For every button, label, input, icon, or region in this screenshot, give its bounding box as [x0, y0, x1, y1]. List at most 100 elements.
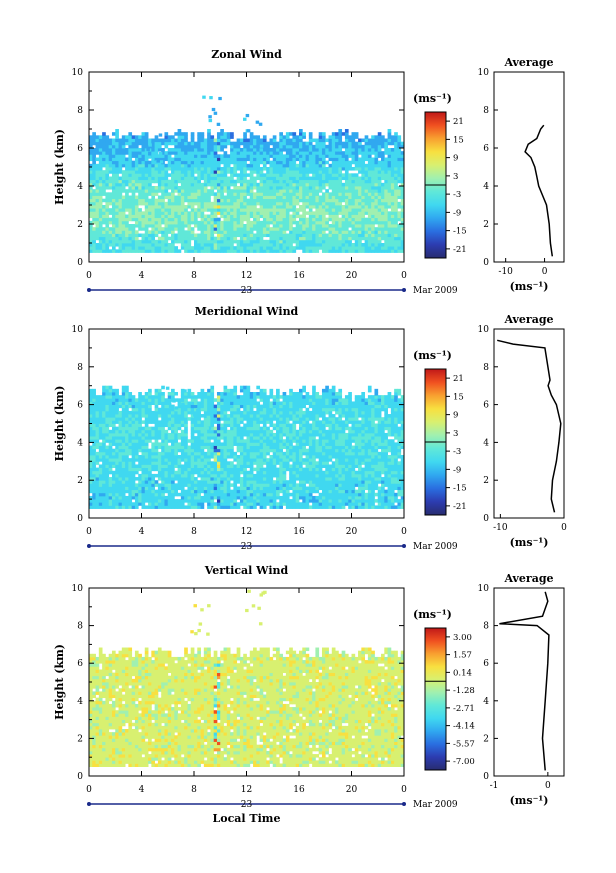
- x-tick-label: 0: [401, 271, 407, 281]
- x-tick-label: 4: [139, 785, 145, 795]
- colorbar-tick-label: 21: [453, 374, 464, 384]
- avg-x-axis-label: (ms⁻¹): [510, 536, 549, 549]
- avg-y-tick-label: 0: [483, 514, 489, 524]
- x-tick-label: 0: [401, 527, 407, 537]
- date-label: Mar 2009: [413, 542, 458, 552]
- avg-y-tick-label: 2: [483, 734, 489, 744]
- y-tick-label: 8: [77, 106, 83, 116]
- x-tick-label: 20: [346, 785, 358, 795]
- avg-y-tick-label: 0: [483, 258, 489, 268]
- avg-y-tick-label: 4: [483, 438, 489, 448]
- x-axis-label: Local Time: [213, 812, 281, 825]
- y-tick-label: 2: [77, 734, 83, 744]
- panel-title: Zonal Wind: [211, 48, 282, 61]
- avg-y-tick-label: 10: [478, 584, 490, 594]
- x-tick-label: 16: [293, 527, 305, 537]
- avg-y-tick-label: 2: [483, 476, 489, 486]
- avg-y-tick-label: 6: [483, 144, 489, 154]
- y-tick-label: 6: [77, 401, 83, 411]
- day-label: 23: [241, 800, 253, 810]
- colorbar-tick-label: 15: [453, 392, 464, 402]
- colorbar-unit: (ms⁻¹): [413, 349, 452, 362]
- date-axis-end: [87, 544, 91, 548]
- avg-x-tick-label: -10: [493, 523, 508, 533]
- y-tick-label: 2: [77, 220, 83, 230]
- heatmap-field: [89, 589, 405, 767]
- x-tick-label: 12: [241, 785, 252, 795]
- date-axis-end: [87, 802, 91, 806]
- avg-y-tick-label: 4: [483, 182, 489, 192]
- x-tick-label: 4: [139, 527, 145, 537]
- avg-x-tick-label: -1: [490, 781, 499, 791]
- average-frame: [493, 71, 565, 263]
- y-tick-label: 8: [77, 622, 83, 632]
- heatmap-field: [89, 385, 405, 509]
- avg-y-tick-label: 0: [483, 772, 489, 782]
- y-tick-label: 6: [77, 659, 83, 669]
- avg-y-tick-label: 8: [483, 622, 489, 632]
- avg-x-axis-label: (ms⁻¹): [510, 794, 549, 807]
- colorbar-tick-label: -9: [453, 465, 461, 475]
- colorbar-tick-label: -7.00: [453, 757, 475, 767]
- y-tick-label: 4: [77, 697, 83, 707]
- x-tick-label: 4: [139, 271, 145, 281]
- colorbar-tick-label: 0.14: [453, 668, 472, 678]
- colorbar-tick-label: -15: [453, 484, 467, 494]
- x-tick-label: 0: [86, 785, 92, 795]
- colorbar-tick-label: 3: [453, 429, 458, 439]
- average-title: Average: [503, 572, 553, 585]
- colorbar-tick-label: 21: [453, 117, 464, 127]
- colorbar: [424, 627, 447, 771]
- y-tick-label: 0: [77, 514, 83, 524]
- avg-y-tick-label: 2: [483, 220, 489, 230]
- date-label: Mar 2009: [413, 286, 458, 296]
- colorbar-tick-label: -4.14: [453, 722, 475, 732]
- average-frame: [493, 587, 565, 777]
- x-tick-label: 20: [346, 271, 358, 281]
- x-tick-label: 0: [86, 527, 92, 537]
- y-axis-label: Height (km): [53, 129, 66, 205]
- average-title: Average: [503, 56, 553, 69]
- x-tick-label: 20: [346, 527, 358, 537]
- x-tick-label: 16: [293, 785, 305, 795]
- x-tick-label: 16: [293, 271, 305, 281]
- panel-2: Meridional Wind 0 2 4 6 8 10 Height (km) 0 4 8 12 16…: [53, 305, 567, 552]
- colorbar-tick-label: -3: [453, 190, 461, 200]
- avg-y-tick-label: 6: [483, 659, 489, 669]
- date-axis-end: [402, 288, 406, 292]
- colorbar-tick-label: -1.28: [453, 686, 475, 696]
- average-profile-line: [497, 339, 562, 513]
- y-axis-label: Height (km): [53, 386, 66, 462]
- x-tick-label: 8: [191, 785, 197, 795]
- x-tick-label: 12: [241, 271, 252, 281]
- day-label: 23: [241, 542, 253, 552]
- date-axis-end: [87, 288, 91, 292]
- avg-y-tick-label: 4: [483, 697, 489, 707]
- colorbar-tick-label: -9: [453, 208, 461, 218]
- x-tick-label: 0: [86, 271, 92, 281]
- x-tick-label: 0: [401, 785, 407, 795]
- y-tick-label: 4: [77, 438, 83, 448]
- avg-y-tick-label: 8: [483, 363, 489, 373]
- panel-title: Meridional Wind: [195, 305, 299, 318]
- x-tick-label: 8: [191, 271, 197, 281]
- heatmap-field: [89, 95, 405, 253]
- date-label: Mar 2009: [413, 800, 458, 810]
- avg-x-tick-label: -10: [498, 267, 513, 277]
- y-tick-label: 0: [77, 258, 83, 268]
- avg-x-tick-label: 0: [561, 523, 567, 533]
- y-tick-label: 2: [77, 476, 83, 486]
- colorbar-tick-label: 3: [453, 172, 458, 182]
- panel-title: Vertical Wind: [204, 564, 289, 577]
- colorbar-tick-label: -21: [453, 502, 467, 512]
- x-tick-label: 12: [241, 527, 252, 537]
- colorbar-tick-label: -5.57: [453, 739, 475, 749]
- y-tick-label: 10: [72, 325, 84, 335]
- colorbar-unit: (ms⁻¹): [413, 608, 452, 621]
- colorbar-tick-label: 3.00: [453, 633, 472, 643]
- colorbar-tick-label: -15: [453, 227, 467, 237]
- colorbar-tick-label: -2.71: [453, 704, 475, 714]
